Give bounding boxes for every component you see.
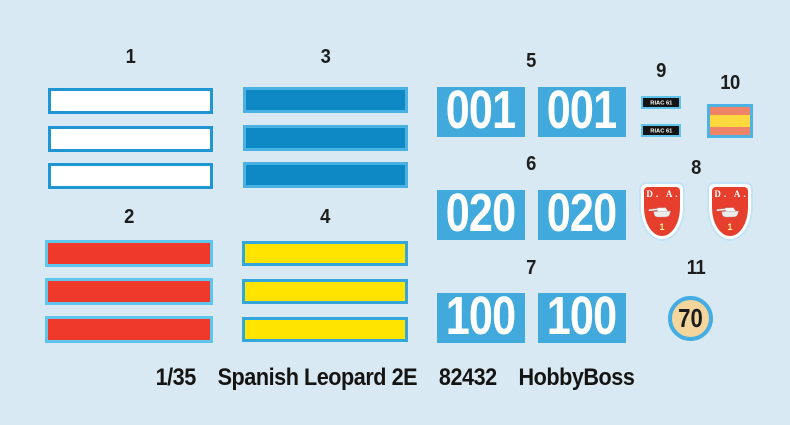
- number-decal-001: 001: [437, 87, 525, 137]
- shield-da-text: D. A.: [714, 189, 749, 199]
- group-8-label: 8: [691, 157, 701, 179]
- da-shield-decal: D. A. 1: [641, 184, 683, 239]
- number-decal-001: 001: [538, 87, 626, 137]
- blue-stripe-decal: [243, 87, 408, 113]
- license-plate-decal: RIAC 61: [641, 96, 681, 109]
- yellow-stripe-decal: [242, 279, 408, 304]
- group-6-label: 6: [526, 153, 536, 175]
- number-decal-100: 100: [538, 293, 626, 343]
- speed-limit-text: 70: [678, 302, 703, 333]
- number-decal-020: 020: [538, 190, 626, 240]
- decal-number-text: 100: [446, 293, 516, 343]
- red-stripe-decal: [45, 316, 213, 343]
- blue-stripe-decal: [243, 125, 408, 151]
- blue-stripe-decal: [243, 162, 408, 188]
- footer-scale: 1/35: [155, 364, 197, 391]
- license-plate-text: RIAC 61: [649, 98, 673, 106]
- footer-kit-name: Spanish Leopard 2E: [217, 364, 418, 391]
- flag-red-band: [710, 107, 750, 115]
- tank-silhouette-icon: [648, 207, 671, 217]
- group-10-label: 10: [720, 72, 740, 94]
- footer-item-number: 82432: [438, 364, 497, 391]
- group-11-label: 11: [686, 257, 706, 279]
- speed-limit-decal: 70: [668, 296, 713, 341]
- decal-number-text: 100: [547, 293, 617, 343]
- shield-number-text: 1: [727, 222, 733, 232]
- da-shield-decal: D. A. 1: [709, 184, 751, 239]
- spain-flag-decal: [707, 104, 753, 138]
- group-4-label: 4: [320, 206, 330, 228]
- shield-da-text: D. A.: [646, 189, 681, 199]
- number-decal-020: 020: [437, 190, 525, 240]
- flag-yellow-band: [710, 115, 750, 127]
- shield-number-text: 1: [659, 222, 665, 232]
- yellow-stripe-decal: [242, 241, 408, 266]
- group-1-label: 1: [125, 46, 136, 68]
- white-stripe-decal: [48, 88, 213, 114]
- red-stripe-decal: [45, 278, 213, 305]
- footer-caption: 1/35 Spanish Leopard 2E 82432 HobbyBoss: [40, 364, 751, 392]
- group-5-label: 5: [526, 50, 536, 72]
- flag-red-band: [710, 127, 750, 135]
- license-plate-decal: RIAC 61: [641, 124, 681, 137]
- group-3-label: 3: [320, 46, 331, 68]
- white-stripe-decal: [48, 126, 213, 152]
- white-stripe-decal: [48, 163, 213, 189]
- footer-brand: HobbyBoss: [518, 364, 635, 391]
- tank-silhouette-icon: [716, 207, 739, 217]
- yellow-stripe-decal: [242, 317, 408, 342]
- group-7-label: 7: [526, 257, 536, 279]
- decal-number-text: 020: [547, 190, 617, 240]
- shield-field: D. A. 1: [712, 187, 748, 236]
- group-9-label: 9: [656, 60, 666, 82]
- number-decal-100: 100: [437, 293, 525, 343]
- red-stripe-decal: [45, 240, 213, 267]
- license-plate-text: RIAC 61: [649, 126, 673, 134]
- shield-field: D. A. 1: [644, 187, 680, 236]
- decal-number-text: 001: [547, 87, 617, 137]
- group-2-label: 2: [124, 206, 134, 228]
- decal-number-text: 001: [446, 87, 516, 137]
- decal-number-text: 020: [446, 190, 516, 240]
